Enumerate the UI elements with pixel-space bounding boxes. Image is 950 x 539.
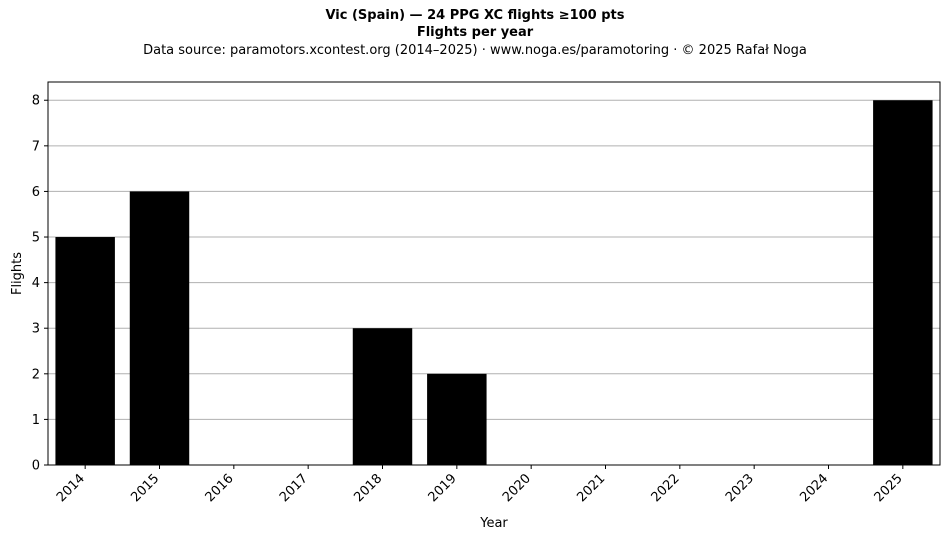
chart-title: Vic (Spain) — 24 PPG XC flights ≥100 pts xyxy=(325,8,625,23)
x-tick-label: 2014 xyxy=(54,471,88,505)
x-tick-label: 2023 xyxy=(723,471,757,505)
y-tick-label: 1 xyxy=(32,413,40,428)
x-tick-label: 2018 xyxy=(351,471,385,505)
bar xyxy=(352,328,413,465)
x-tick-label: 2024 xyxy=(797,471,831,505)
x-tick-label: 2022 xyxy=(649,471,683,505)
x-tick-label: 2017 xyxy=(277,471,311,505)
x-tick-label: 2019 xyxy=(426,471,460,505)
y-tick-label: 7 xyxy=(32,139,40,154)
x-tick-label: 2021 xyxy=(574,471,608,505)
y-axis-label: Flights xyxy=(10,252,25,295)
y-tick-label: 2 xyxy=(32,367,40,382)
x-tick-label: 2020 xyxy=(500,471,534,505)
y-tick-label: 3 xyxy=(32,322,40,337)
x-axis-label: Year xyxy=(479,516,508,531)
x-tick-label: 2016 xyxy=(203,471,237,505)
bar xyxy=(55,237,115,465)
y-tick-label: 5 xyxy=(32,231,40,246)
bars xyxy=(55,100,933,465)
bar xyxy=(129,191,190,465)
x-tick-label: 2025 xyxy=(872,471,906,505)
y-tick-label: 0 xyxy=(32,459,40,474)
y-tick-label: 6 xyxy=(32,185,40,200)
gridlines xyxy=(48,99,940,420)
y-axis-ticks: 0 1 2 3 4 5 6 7 8 xyxy=(32,94,48,474)
chart-subtitle: Flights per year xyxy=(416,25,534,40)
y-tick-label: 8 xyxy=(32,94,40,109)
y-tick-label: 4 xyxy=(32,276,40,291)
bar xyxy=(873,100,933,465)
x-tick-label: 2015 xyxy=(128,471,162,505)
bar xyxy=(427,373,487,465)
plot-frame xyxy=(47,81,941,466)
x-axis-ticks: 2014 2015 2016 2017 2018 2019 2020 2021 2022 2023… xyxy=(54,465,906,505)
data-source-line: Data source: paramotors.xcontest.org (20… xyxy=(143,43,807,58)
